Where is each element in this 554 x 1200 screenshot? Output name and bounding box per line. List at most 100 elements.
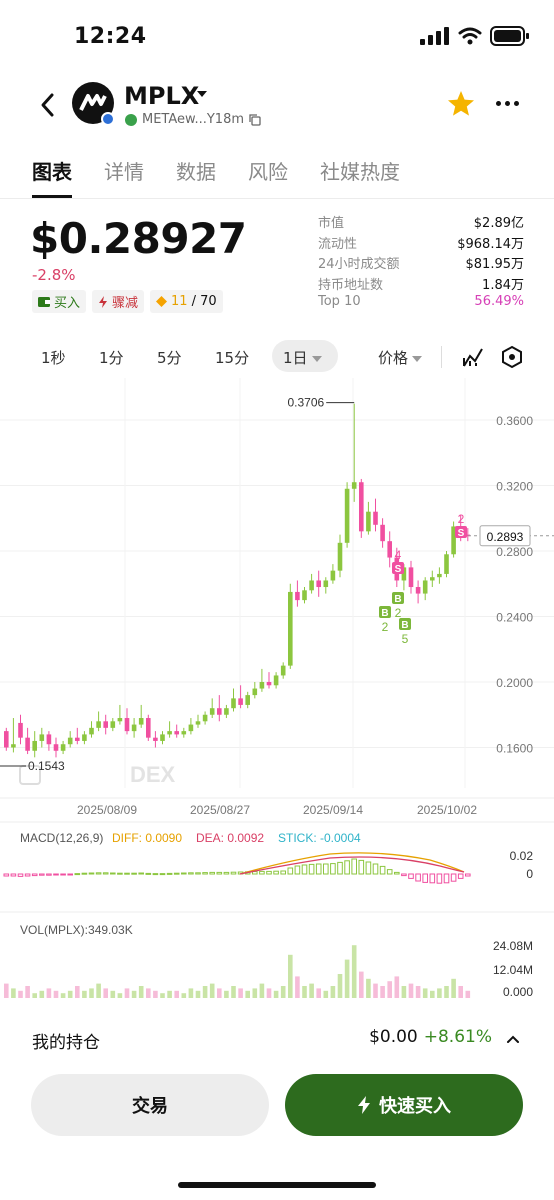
candle-body: [366, 511, 371, 532]
macd-histogram-bar: [337, 861, 343, 875]
interval-1m[interactable]: 1分: [99, 349, 124, 367]
macd-tick-label: 0.02: [510, 849, 534, 863]
tab-chart[interactable]: 图表: [32, 156, 72, 198]
buy-marker-count: 5: [402, 632, 409, 646]
volume-bar: [110, 990, 116, 998]
drop-tag[interactable]: 骤减: [92, 290, 145, 313]
settings-hexagon-icon[interactable]: [500, 345, 524, 369]
vol-tick-label: 0.000: [503, 985, 533, 999]
candle-body: [288, 591, 293, 666]
y-tick-label: 0.2400: [496, 611, 533, 625]
quick-buy-button[interactable]: 快速买入: [285, 1074, 523, 1136]
volume-bar: [4, 983, 9, 998]
token-dropdown-icon[interactable]: [197, 91, 207, 97]
candle-body: [160, 734, 165, 741]
candle-body: [75, 737, 80, 741]
macd-title: MACD(12,26,9): [20, 831, 103, 845]
mplx-logo-icon: [79, 94, 107, 111]
macd-histogram-bar: [3, 873, 10, 877]
stat-value: 56.49%: [474, 294, 524, 309]
holdings-value-row[interactable]: $0.00 +8.61%: [369, 1027, 492, 1047]
copy-icon[interactable]: [249, 113, 261, 126]
macd-histogram-bar: [465, 873, 471, 877]
candle-body: [302, 590, 307, 601]
sell-marker-letter: S: [395, 564, 402, 575]
interval-1d[interactable]: 1日: [283, 347, 322, 368]
volume-bar: [309, 983, 314, 998]
score-tag[interactable]: 11 / 70: [150, 290, 223, 313]
buy-tag[interactable]: 买入: [32, 290, 87, 313]
indicator-icon[interactable]: [462, 346, 484, 368]
macd-histogram-bar: [280, 870, 286, 875]
candle-body: [181, 731, 187, 735]
candle-body: [266, 682, 272, 686]
volume-bar: [217, 988, 222, 998]
volume-bar: [288, 954, 293, 998]
sell-marker-icon: [392, 562, 404, 574]
back-arrow-icon[interactable]: [36, 90, 60, 120]
macd-histogram-bar: [110, 872, 116, 875]
candle-body: [465, 534, 471, 537]
candle-body: [316, 580, 321, 588]
stat-row: 流动性 $968.14万: [318, 233, 524, 254]
contract-address-row[interactable]: METAew...Y18m: [125, 112, 261, 127]
candle-body: [231, 698, 236, 709]
volume-bar: [302, 986, 307, 998]
stat-row: Top 10 56.49%: [318, 294, 524, 315]
candle-body: [344, 488, 350, 543]
tab-data[interactable]: 数据: [176, 160, 216, 184]
volume-bar: [75, 986, 80, 998]
interval-1s[interactable]: 1秒: [41, 349, 66, 367]
macd-histogram-bar: [344, 860, 350, 875]
buy-marker-letter: B: [381, 608, 388, 619]
macd-histogram-bar: [195, 872, 201, 875]
more-options-icon[interactable]: [496, 101, 519, 106]
macd-histogram-bar: [379, 865, 386, 875]
candle-body: [117, 718, 123, 722]
tab-social[interactable]: 社媒热度: [320, 160, 400, 184]
chevron-up-icon[interactable]: [506, 1034, 520, 1044]
candle-body: [444, 554, 449, 574]
macd-histogram-bar: [436, 873, 443, 884]
macd-histogram-bar: [330, 863, 336, 875]
volume-bar: [245, 990, 250, 998]
interval-5m[interactable]: 5分: [157, 349, 182, 367]
interval-15m[interactable]: 15分: [215, 349, 250, 367]
interval-caret-icon: [311, 355, 322, 362]
tab-risk[interactable]: 风险: [248, 160, 288, 184]
trade-button[interactable]: 交易: [31, 1074, 269, 1136]
volume-bar: [444, 986, 449, 998]
macd-histogram-bar: [152, 873, 159, 876]
buy-marker-letter: B: [394, 594, 401, 605]
volume-bar: [89, 988, 94, 998]
macd-histogram-bar: [202, 872, 208, 875]
candle-body: [451, 526, 456, 555]
quick-buy-label: 快速买入: [379, 1096, 451, 1117]
stat-label: 持币地址数: [318, 277, 384, 293]
favorite-star-icon[interactable]: [447, 90, 475, 118]
macd-histogram-bar: [209, 871, 215, 875]
vol-tick-label: 24.08M: [493, 939, 533, 953]
macd-diff-line: [239, 852, 465, 875]
price-mode-select[interactable]: 价格: [378, 347, 423, 368]
candle-body: [53, 744, 59, 751]
price-chart[interactable]: 0.36000.32000.28000.24000.20000.16002025…: [0, 378, 554, 1000]
stat-row: 24小时成交额 $81.95万: [318, 253, 524, 274]
macd-histogram-bar: [166, 872, 173, 875]
volume-bar: [11, 988, 16, 998]
buy-tag-label: 买入: [54, 296, 81, 311]
volume-bar: [60, 993, 66, 998]
macd-histogram-bar: [273, 870, 279, 875]
tab-details[interactable]: 详情: [104, 160, 144, 184]
candle-body: [18, 722, 23, 738]
candle-body: [46, 734, 52, 745]
macd-histogram-bar: [95, 872, 102, 875]
lightning-icon: [99, 295, 108, 308]
score-total: / 70: [191, 294, 217, 309]
candle-body: [131, 724, 137, 732]
macd-histogram-bar: [159, 873, 166, 876]
token-name[interactable]: MPLX: [124, 82, 200, 110]
macd-histogram-bar: [124, 872, 130, 875]
macd-histogram-bar: [422, 873, 428, 883]
macd-histogram-bar: [386, 869, 393, 875]
